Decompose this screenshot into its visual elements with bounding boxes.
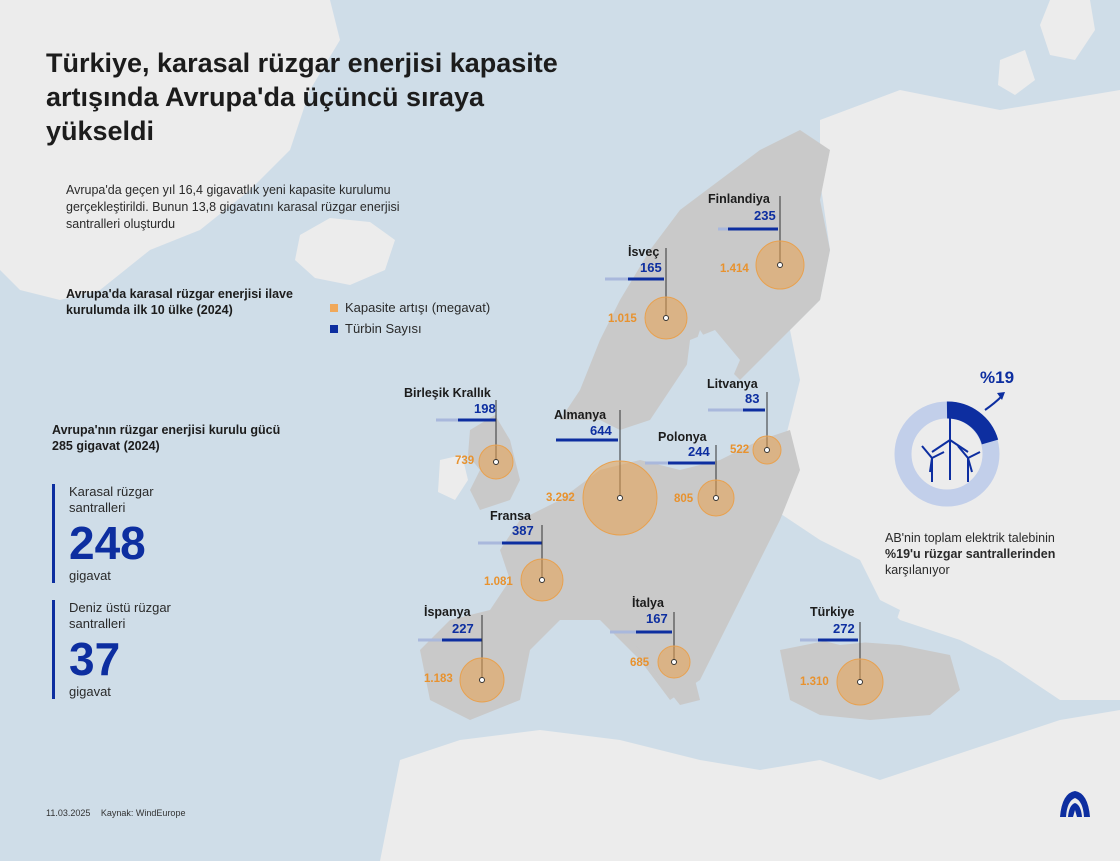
capacity-value-birlesik-krallik: 739 <box>455 455 475 467</box>
turbine-count-isvec: 165 <box>640 260 662 275</box>
turbine-count-polonya: 244 <box>688 444 710 459</box>
turbine-count-italya: 167 <box>646 611 668 626</box>
turbine-count-turkiye: 272 <box>833 621 855 636</box>
legend: Kapasite artışı (megavat) Türbin Sayısı <box>330 300 490 342</box>
capacity-value-litvanya: 522 <box>730 444 750 456</box>
eu-share-arc <box>946 401 999 445</box>
turbine-count-finlandiya: 235 <box>754 208 776 223</box>
eastern-land <box>760 90 1120 700</box>
country-name-finlandiya: Finlandiya <box>708 192 770 206</box>
capacity-value-italya: 685 <box>630 657 650 669</box>
footer-date: 11.03.2025 <box>46 808 91 818</box>
legend-turbines: Türbin Sayısı <box>330 321 490 336</box>
page-title: Türkiye, karasal rüzgar enerjisi kapasit… <box>46 48 558 146</box>
country-name-birlesik-krallik: Birleşik Krallık <box>404 386 491 400</box>
eu-share-percent: %19 <box>980 368 1015 387</box>
capacity-value-isvec: 1.015 <box>608 313 637 325</box>
eu-share-donut <box>894 392 1005 507</box>
country-name-fransa: Fransa <box>490 509 531 523</box>
ireland-land <box>438 455 468 500</box>
turbine-count-almanya: 644 <box>590 423 612 438</box>
country-name-almanya: Almanya <box>554 408 607 422</box>
country-name-isvec: İsveç <box>628 245 660 259</box>
capacity-value-almanya: 3.292 <box>546 492 575 504</box>
offshore-unit: gigavat <box>69 684 111 699</box>
wind-turbine-icon <box>921 418 981 482</box>
onshore-value: 248 <box>69 517 146 569</box>
scandinavia-land <box>560 130 830 430</box>
turbine-count-ispanya: 227 <box>452 621 474 636</box>
iceland-land <box>295 218 395 285</box>
footer-source: Kaynak: WindEurope <box>100 808 186 818</box>
country-name-turkiye: Türkiye <box>810 605 855 619</box>
top10-heading: Avrupa'da karasal rüzgar enerjisi ilave … <box>66 287 293 317</box>
greenland-land <box>0 0 340 300</box>
onshore-label: Karasal rüzgar santralleri <box>69 484 154 515</box>
turbine-count-birlesik-krallik: 198 <box>474 401 496 416</box>
capacity-value-polonya: 805 <box>674 493 694 505</box>
capacity-value-turkiye: 1.310 <box>800 676 829 688</box>
africa-land <box>380 710 1120 861</box>
capacity-value-fransa: 1.081 <box>484 576 513 588</box>
capacity-value-ispanya: 1.183 <box>424 673 453 685</box>
installed-heading: Avrupa'nın rüzgar enerjisi kurulu gücü 2… <box>52 423 281 453</box>
footer: 11.03.2025 Kaynak: WindEurope <box>46 808 193 818</box>
onshore-unit: gigavat <box>69 568 111 583</box>
offshore-label: Deniz üstü rüzgar santralleri <box>69 600 171 631</box>
svalbard-land <box>1040 0 1095 60</box>
country-name-litvanya: Litvanya <box>707 377 758 391</box>
legend-capacity: Kapasite artışı (megavat) <box>330 300 490 315</box>
country-name-italya: İtalya <box>632 596 664 610</box>
turbine-bars <box>418 227 858 642</box>
intro-text: Avrupa'da geçen yıl 16,4 gigavatlık yeni… <box>66 183 400 231</box>
country-name-polonya: Polonya <box>658 430 707 444</box>
capacity-value-finlandiya: 1.414 <box>720 263 749 275</box>
eu-share-text: AB'nin toplam elektrik talebinin %19'u r… <box>885 531 1056 577</box>
onshore-stat: Karasal rüzgar santralleri 248 gigavat <box>52 484 179 583</box>
country-name-ispanya: İspanya <box>424 605 471 619</box>
turbine-count-litvanya: 83 <box>745 391 760 406</box>
aa-logo-icon: AA <box>1060 791 1090 817</box>
offshore-stat: Deniz üstü rüzgar santralleri 37 gigavat <box>52 600 179 699</box>
offshore-value: 37 <box>69 633 121 685</box>
turbine-count-fransa: 387 <box>512 523 534 538</box>
